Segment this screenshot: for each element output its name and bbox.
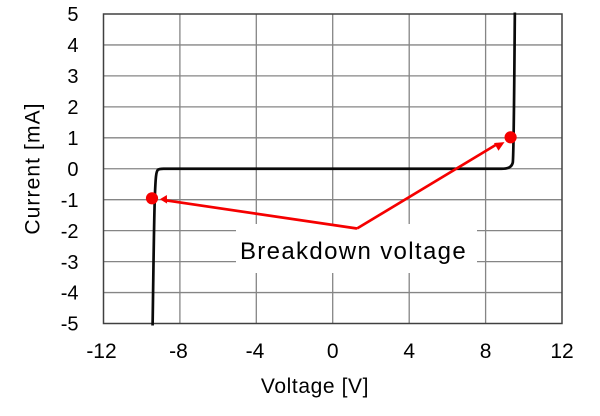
svg-text:-4: -4 bbox=[246, 340, 265, 363]
svg-text:5: 5 bbox=[67, 4, 78, 26]
svg-text:-1: -1 bbox=[61, 190, 79, 212]
svg-text:3: 3 bbox=[67, 66, 78, 88]
svg-text:0: 0 bbox=[67, 159, 78, 181]
svg-text:12: 12 bbox=[550, 340, 573, 363]
svg-text:1: 1 bbox=[67, 128, 78, 150]
svg-text:-3: -3 bbox=[61, 252, 79, 274]
svg-text:0: 0 bbox=[327, 340, 339, 363]
svg-text:-4: -4 bbox=[61, 283, 79, 305]
svg-text:Voltage [V]: Voltage [V] bbox=[261, 375, 369, 398]
svg-text:-2: -2 bbox=[61, 221, 79, 243]
svg-text:4: 4 bbox=[67, 35, 78, 57]
svg-text:-12: -12 bbox=[86, 340, 116, 363]
svg-text:Current [mA]: Current [mA] bbox=[22, 102, 45, 234]
svg-text:-5: -5 bbox=[61, 314, 79, 336]
svg-text:-8: -8 bbox=[169, 340, 188, 363]
svg-text:Breakdown voltage: Breakdown voltage bbox=[240, 238, 467, 265]
svg-text:4: 4 bbox=[403, 340, 415, 363]
svg-text:2: 2 bbox=[67, 97, 78, 119]
svg-text:8: 8 bbox=[480, 340, 492, 363]
